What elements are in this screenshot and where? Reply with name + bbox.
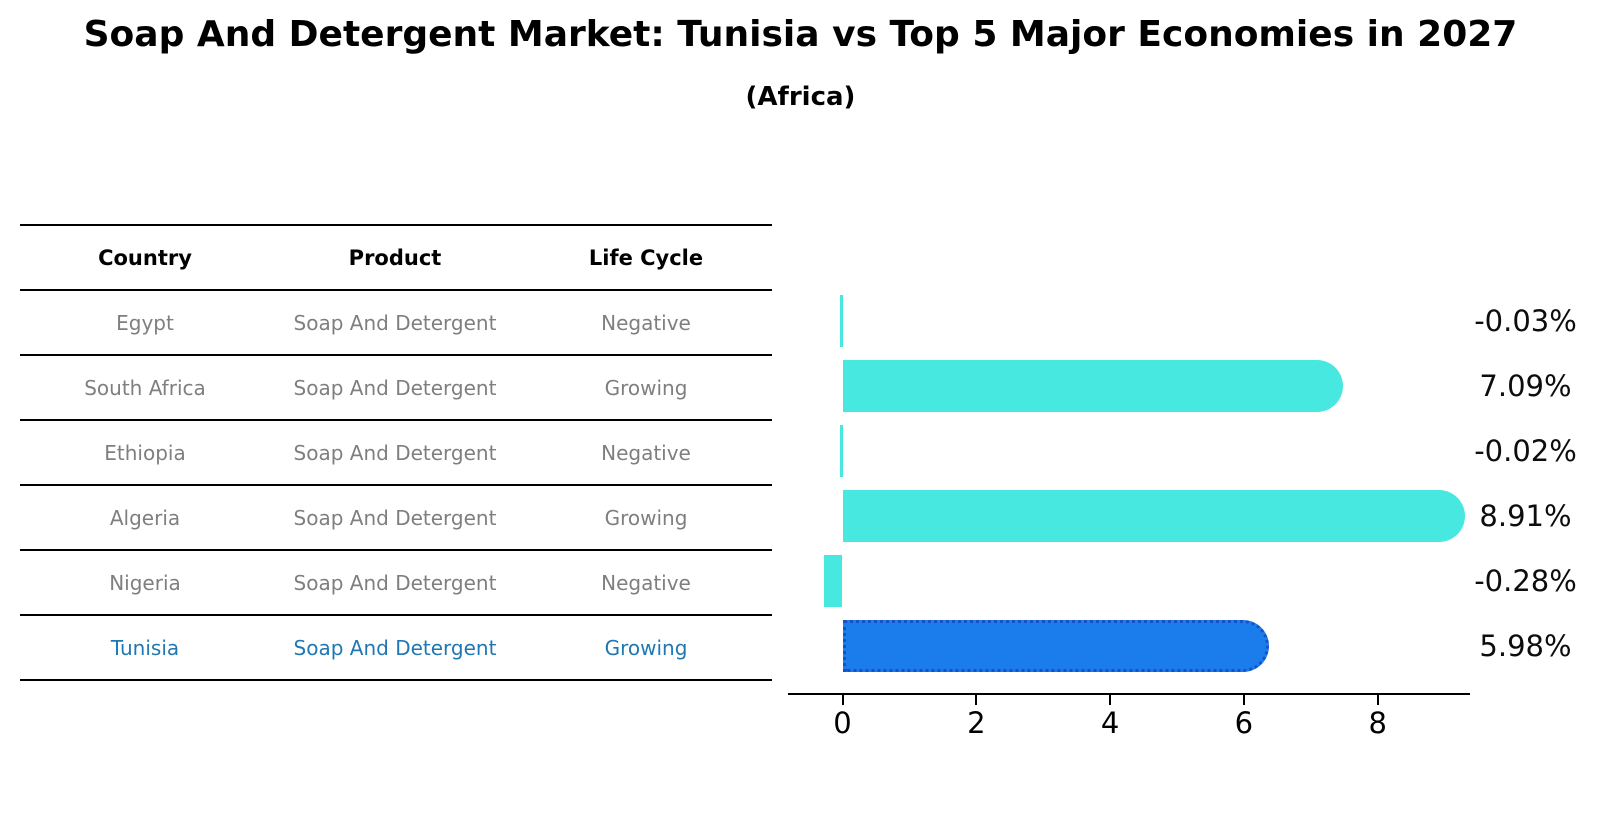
table-row-south-africa: South Africa Soap And Detergent Growing — [20, 356, 772, 421]
x-axis-line — [788, 693, 1470, 695]
cell-lifecycle: Negative — [601, 310, 691, 335]
cell-lifecycle: Growing — [604, 635, 688, 660]
table-row-nigeria: Nigeria Soap And Detergent Negative — [20, 551, 772, 616]
cell-country: Egypt — [116, 310, 174, 335]
cell-product: Soap And Detergent — [293, 440, 497, 465]
cell-country: Ethiopia — [104, 440, 186, 465]
x-tick-label-2: 2 — [967, 706, 986, 740]
cell-lifecycle: Growing — [604, 505, 688, 530]
x-tick-mark-2 — [975, 695, 978, 705]
table-row-egypt: Egypt Soap And Detergent Negative — [20, 291, 772, 356]
x-tick-mark-8 — [1376, 695, 1379, 705]
cell-country: Algeria — [109, 505, 181, 530]
x-tick-label-6: 6 — [1234, 706, 1254, 740]
cell-product: Soap And Detergent — [293, 635, 497, 660]
cell-lifecycle: Growing — [604, 375, 688, 400]
bar-algeria — [842, 489, 1465, 542]
x-tick-mark-4 — [1109, 695, 1112, 705]
lifecycle-table: Country Product Life Cycle Egypt Soap And… — [20, 224, 772, 681]
cell-country: Nigeria — [109, 570, 181, 595]
cell-product: Soap And Detergent — [293, 310, 497, 335]
bar-egypt — [840, 294, 843, 347]
value-label-tunisia: 5.98% — [1479, 628, 1572, 663]
cell-country: Tunisia — [110, 635, 180, 660]
cell-product: Soap And Detergent — [293, 375, 497, 400]
value-label-ethiopia: -0.02% — [1474, 433, 1577, 468]
value-label-algeria: 8.91% — [1479, 498, 1572, 533]
chart-subtitle: (Africa) — [745, 82, 856, 112]
cell-country: South Africa — [84, 375, 206, 400]
cell-product: Soap And Detergent — [293, 570, 497, 595]
bar-nigeria — [823, 554, 843, 607]
column-header-country: Country — [98, 245, 192, 270]
x-tick-label-8: 8 — [1368, 706, 1387, 740]
table-body: Egypt Soap And Detergent Negative South Afr… — [20, 291, 772, 681]
value-label-nigeria: -0.28% — [1474, 563, 1577, 598]
table-row-ethiopia: Ethiopia Soap And Detergent Negative — [20, 421, 772, 486]
value-label-south-africa: 7.09% — [1479, 368, 1572, 403]
value-label-egypt: -0.03% — [1474, 303, 1577, 338]
table-header-row: Country Product Life Cycle — [20, 226, 772, 291]
cell-lifecycle: Negative — [601, 440, 691, 465]
x-tick-mark-6 — [1242, 695, 1245, 705]
chart-title: Soap And Detergent Market: Tunisia vs To… — [83, 14, 1518, 55]
x-tick-label-4: 4 — [1100, 706, 1120, 740]
bar-tunisia — [842, 619, 1269, 672]
cell-lifecycle: Negative — [601, 570, 691, 595]
bar-south-africa — [842, 359, 1343, 412]
column-header-lifecycle: Life Cycle — [588, 245, 704, 270]
column-header-product: Product — [348, 245, 442, 270]
cell-product: Soap And Detergent — [293, 505, 497, 530]
table-row-algeria: Algeria Soap And Detergent Growing — [20, 486, 772, 551]
x-tick-mark-0 — [841, 695, 844, 705]
table-row-tunisia: Tunisia Soap And Detergent Growing — [20, 616, 772, 681]
bar-ethiopia — [840, 424, 843, 477]
x-tick-label-0: 0 — [833, 706, 852, 740]
